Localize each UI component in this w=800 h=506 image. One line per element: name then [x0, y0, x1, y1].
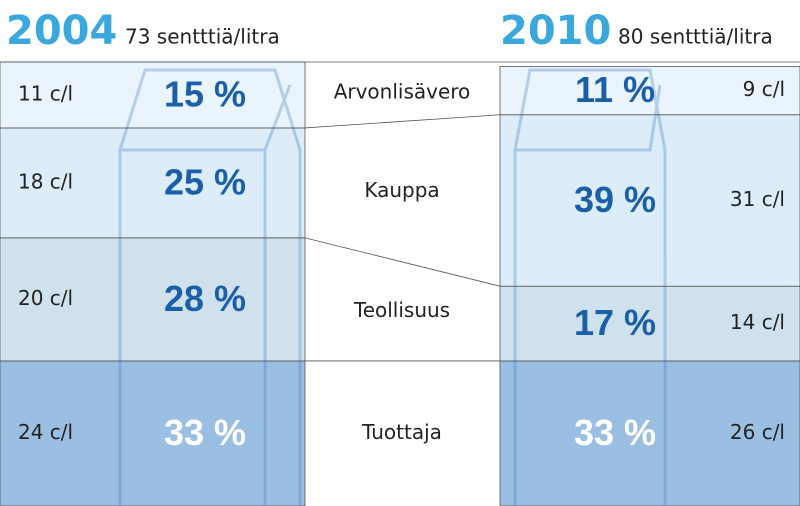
connector-line [304, 237, 501, 287]
value-label: 15 % [164, 73, 246, 114]
cost-label: 24 c/l [18, 420, 73, 444]
labels: 33 % 24 c/l 28 % 20 c/l 25 % 18 c/l 15 % 11 c/l… [18, 69, 785, 453]
carton-illustrations [118, 68, 667, 506]
value-label: 17 % [574, 302, 656, 343]
cost-label: 18 c/l [18, 169, 73, 193]
value-label: 28 % [164, 278, 246, 319]
cost-label: 14 c/l [730, 310, 785, 334]
carton [513, 68, 667, 506]
subtitle: 80 sentttiä/litra [618, 25, 773, 49]
bar-segment [499, 114, 800, 287]
year-label: 2004 [6, 8, 117, 54]
connector-line [304, 114, 501, 129]
carton [120, 84, 292, 506]
carton [118, 68, 302, 506]
bar-segment [0, 61, 306, 129]
bar-segment [0, 360, 306, 506]
value-label: 39 % [574, 179, 656, 220]
category-label: Kauppa [364, 178, 439, 202]
category-label: Arvonlisävero [334, 79, 471, 103]
cost-label: 26 c/l [730, 420, 785, 444]
value-label: 33 % [574, 412, 656, 453]
subtitle: 73 sentttiä/litra [125, 25, 280, 49]
bar-segment [0, 237, 306, 362]
cost-label: 20 c/l [18, 286, 73, 310]
value-label: 25 % [164, 161, 246, 202]
category-label: Teollisuus [353, 298, 450, 322]
cost-label: 31 c/l [730, 187, 785, 211]
bars [0, 61, 800, 506]
cost-label: 9 c/l [743, 77, 785, 101]
bar-segment [499, 360, 800, 506]
value-label: 33 % [164, 412, 246, 453]
cost-label: 11 c/l [18, 81, 73, 105]
bar-segment [499, 65, 800, 116]
value-label: 11 % [575, 69, 655, 110]
category-label: Tuottaja [361, 420, 442, 444]
carton [515, 84, 662, 152]
year-label: 2010 [500, 8, 611, 54]
